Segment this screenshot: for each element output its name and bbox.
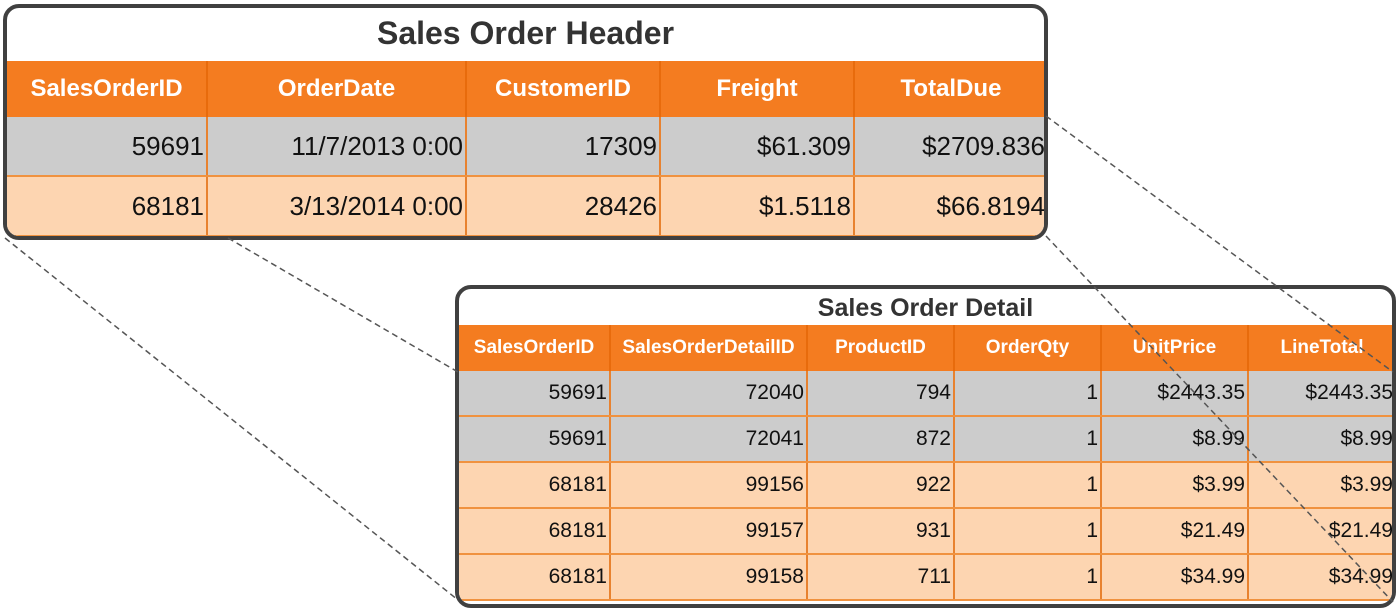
table-cell: 1 — [954, 462, 1102, 509]
table-row: 68181 3/13/2014 0:00 28426 $1.5118 $66.8… — [7, 176, 1044, 236]
table-cell: 68181 — [7, 176, 208, 236]
table-cell: 68181 — [459, 508, 611, 555]
table-cell: 99158 — [610, 554, 808, 601]
connector-line — [227, 237, 459, 373]
column-header: LineTotal — [1248, 325, 1392, 371]
table-cell: 28426 — [466, 176, 661, 236]
column-header: SalesOrderID — [459, 325, 611, 371]
table-cell: $34.99 — [1248, 554, 1392, 601]
table-cell: 68181 — [459, 462, 611, 509]
table-cell: $2443.35 — [1101, 371, 1249, 417]
column-header: UnitPrice — [1101, 325, 1249, 371]
table-cell: 1 — [954, 554, 1102, 601]
sales-order-header-title: Sales Order Header — [376, 15, 675, 51]
column-header: CustomerID — [466, 61, 661, 117]
table-cell: $8.99 — [1248, 416, 1392, 463]
table-cell: $61.309 — [660, 117, 855, 177]
table-cell: 59691 — [7, 117, 208, 177]
header-table-column-row: SalesOrderID OrderDate CustomerID Freigh… — [7, 61, 1044, 117]
table-cell: 59691 — [459, 416, 611, 463]
column-header: TotalDue — [854, 61, 1044, 117]
column-header: OrderDate — [207, 61, 467, 117]
sales-order-detail-table: SalesOrderID SalesOrderDetailID ProductI… — [459, 325, 1392, 601]
table-cell: 794 — [807, 371, 955, 417]
sales-order-detail-title: Sales Order Detail — [817, 294, 1034, 322]
table-row: 68181 99158 711 1 $34.99 $34.99 — [459, 554, 1392, 601]
table-cell: 922 — [807, 462, 955, 509]
table-cell: 72041 — [610, 416, 808, 463]
table-cell: 711 — [807, 554, 955, 601]
table-cell: 872 — [807, 416, 955, 463]
table-cell: 72040 — [610, 371, 808, 417]
table-cell: 1 — [954, 371, 1102, 417]
sales-order-header-table: SalesOrderID OrderDate CustomerID Freigh… — [7, 61, 1044, 236]
table-cell: $21.49 — [1101, 508, 1249, 555]
column-header: SalesOrderDetailID — [610, 325, 808, 371]
table-cell: $2709.836 — [854, 117, 1044, 177]
table-cell: $3.99 — [1101, 462, 1249, 509]
table-row: 59691 72040 794 1 $2443.35 $2443.35 — [459, 371, 1392, 417]
table-cell: $21.49 — [1248, 508, 1392, 555]
table-row: 68181 99157 931 1 $21.49 $21.49 — [459, 508, 1392, 555]
table-cell: $1.5118 — [660, 176, 855, 236]
table-row: 59691 72041 872 1 $8.99 $8.99 — [459, 416, 1392, 463]
table-cell: 99156 — [610, 462, 808, 509]
table-cell: 1 — [954, 508, 1102, 555]
table-cell: $34.99 — [1101, 554, 1249, 601]
connector-line — [4, 237, 459, 601]
column-header: SalesOrderID — [7, 61, 208, 117]
table-cell: 68181 — [459, 554, 611, 601]
detail-table-column-row: SalesOrderID SalesOrderDetailID ProductI… — [459, 325, 1392, 371]
table-cell: $2443.35 — [1248, 371, 1392, 417]
column-header: OrderQty — [954, 325, 1102, 371]
table-cell: 1 — [954, 416, 1102, 463]
table-cell: $66.8194 — [854, 176, 1044, 236]
table-cell: 11/7/2013 0:00 — [207, 117, 467, 177]
table-cell: $3.99 — [1248, 462, 1392, 509]
table-cell: 17309 — [466, 117, 661, 177]
table-cell: 3/13/2014 0:00 — [207, 176, 467, 236]
table-row: 68181 99156 922 1 $3.99 $3.99 — [459, 462, 1392, 509]
table-cell: 99157 — [610, 508, 808, 555]
table-cell: 931 — [807, 508, 955, 555]
sales-order-header-panel: Sales Order Header SalesOrderID OrderDat… — [3, 4, 1048, 240]
table-row: 59691 11/7/2013 0:00 17309 $61.309 $2709… — [7, 117, 1044, 177]
table-cell: 59691 — [459, 371, 611, 417]
sales-order-detail-panel: Sales Order Detail SalesOrderID SalesOrd… — [455, 285, 1396, 608]
table-cell: $8.99 — [1101, 416, 1249, 463]
column-header: Freight — [660, 61, 855, 117]
column-header: ProductID — [807, 325, 955, 371]
